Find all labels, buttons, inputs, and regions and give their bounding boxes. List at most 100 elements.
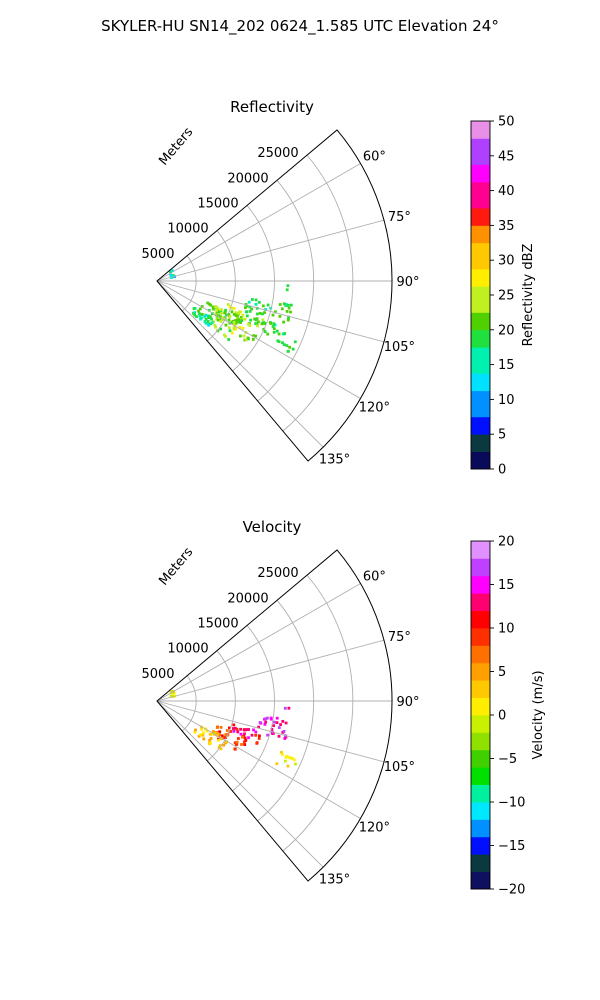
reflectivity-echo-cell: [237, 318, 241, 321]
velocity-echo-cell: [275, 762, 279, 766]
velocity-range-tick-label: 10000: [167, 642, 208, 657]
reflectivity-echo-cell: [200, 305, 204, 308]
reflectivity-echo-cell: [238, 326, 242, 329]
reflectivity-echo-cell: [197, 309, 200, 313]
velocity-echo-cell: [240, 743, 243, 746]
velocity-colorbar-segment: [471, 541, 490, 551]
reflectivity-echo-cell: [254, 334, 258, 338]
reflectivity-colorbar-segment: [471, 390, 490, 400]
reflectivity-colorbar-segment: [471, 321, 490, 331]
velocity-colorbar-tick-label: −10: [498, 796, 525, 811]
velocity-echo-cell: [205, 729, 209, 733]
reflectivity-echo-cell: [254, 303, 258, 306]
reflectivity-echo-cell: [206, 301, 210, 305]
reflectivity-echo-cell: [263, 330, 267, 333]
reflectivity-echo-cell: [242, 334, 246, 338]
velocity-colorbar-segment: [471, 802, 490, 812]
reflectivity-echo-cell: [202, 313, 206, 317]
velocity-range-tick-label: 25000: [257, 566, 298, 581]
velocity-echo-field: [169, 690, 297, 768]
reflectivity-echo-cell: [210, 317, 213, 321]
reflectivity-echo-cell: [287, 315, 290, 319]
velocity-echo-cell: [244, 739, 248, 742]
velocity-azimuth-tick-label: 105°: [384, 760, 415, 775]
velocity-echo-cell: [247, 728, 250, 731]
velocity-colorbar: −20 −15 −10 −5 0 5 10 15 20 Velocity (m/s): [470, 535, 546, 898]
velocity-colorbar-segment: [471, 819, 490, 829]
reflectivity-echo-cell: [224, 323, 228, 327]
figure-suptitle: SKYLER-HU SN14_202 0624_1.585 UTC Elevat…: [101, 17, 499, 36]
reflectivity-echo-cell: [234, 311, 238, 315]
reflectivity-echo-cell: [232, 313, 236, 316]
velocity-echo-cell: [219, 747, 223, 751]
reflectivity-echo-cell: [207, 308, 211, 312]
reflectivity-echo-cell: [245, 304, 249, 308]
reflectivity-echo-cell: [232, 326, 236, 330]
reflectivity-echo-cell: [234, 314, 238, 317]
reflectivity-echo-cell: [204, 317, 208, 321]
reflectivity-range-tick-label: 20000: [227, 171, 268, 186]
velocity-azimuth-line: [156, 583, 361, 702]
reflectivity-echo-cell: [243, 317, 247, 321]
velocity-colorbar-tick-label: −20: [498, 883, 525, 898]
reflectivity-echo-cell: [171, 269, 174, 273]
reflectivity-echo-cell: [289, 303, 293, 307]
reflectivity-colorbar-tick-label: 40: [498, 184, 515, 199]
reflectivity-echo-cell: [281, 332, 285, 336]
reflectivity-colorbar-segment: [471, 338, 490, 348]
velocity-colorbar-tick-label: 0: [498, 709, 506, 724]
reflectivity-polar-plot: 60° 75° 90° 105° 120° 135° 5000 10000 15000 20000…: [141, 125, 419, 468]
velocity-echo-cell: [264, 717, 268, 721]
velocity-echo-cell: [283, 706, 287, 710]
reflectivity-range-tick-label: 10000: [167, 222, 208, 237]
reflectivity-echo-cell: [249, 318, 252, 322]
velocity-azimuth-tick-label: 135°: [319, 873, 350, 888]
velocity-echo-cell: [280, 751, 283, 754]
reflectivity-colorbar-segment: [471, 442, 490, 452]
velocity-echo-cell: [285, 754, 289, 758]
velocity-echo-cell: [275, 721, 279, 724]
reflectivity-echo-cell: [291, 347, 295, 351]
reflectivity-echo-cell: [220, 312, 223, 315]
velocity-azimuth-tick-label: 120°: [359, 821, 390, 836]
reflectivity-echo-cell: [283, 332, 287, 335]
reflectivity-echo-cell: [211, 312, 214, 315]
reflectivity-echo-region: [285, 284, 290, 292]
reflectivity-echo-cell: [214, 325, 217, 329]
velocity-title: Velocity: [243, 518, 302, 536]
reflectivity-echo-cell: [248, 310, 252, 313]
reflectivity-echo-cell: [193, 313, 197, 317]
reflectivity-title: Reflectivity: [230, 98, 314, 116]
reflectivity-colorbar: 0 5 10 15 20 25 30 35 40 45 50 Reflectivity dBZ: [470, 115, 536, 478]
velocity-colorbar-tick-label: 15: [498, 578, 515, 593]
reflectivity-colorbar-segment: [471, 460, 490, 470]
velocity-echo-cell: [257, 737, 261, 740]
velocity-colorbar-segment: [471, 758, 490, 768]
reflectivity-colorbar-segment: [471, 416, 490, 426]
reflectivity-echo-cell: [263, 311, 266, 314]
reflectivity-echo-region: [276, 332, 297, 353]
reflectivity-echo-cell: [209, 322, 213, 326]
reflectivity-echo-cell: [206, 319, 210, 323]
reflectivity-echo-cell: [232, 307, 236, 310]
reflectivity-echo-cell: [198, 314, 202, 318]
velocity-colorbar-segment: [471, 706, 490, 716]
reflectivity-echo-region: [192, 307, 214, 327]
reflectivity-echo-cell: [286, 284, 290, 288]
reflectivity-azimuth-tick-label: 90°: [396, 275, 419, 290]
reflectivity-colorbar-segment: [471, 399, 490, 409]
reflectivity-colorbar-segment: [471, 181, 490, 191]
reflectivity-echo-cell: [285, 288, 289, 292]
velocity-colorbar-segment: [471, 671, 490, 681]
reflectivity-azimuth-tick-label: 135°: [319, 453, 350, 468]
reflectivity-echo-cell: [169, 273, 173, 277]
reflectivity-echo-cell: [255, 312, 259, 316]
reflectivity-echo-cell: [230, 310, 234, 314]
reflectivity-echo-cell: [208, 315, 212, 319]
velocity-echo-cell: [235, 727, 239, 731]
reflectivity-echo-cell: [257, 320, 260, 324]
velocity-echo-cell: [239, 732, 243, 736]
reflectivity-colorbar-tick-label: 10: [498, 393, 515, 408]
velocity-colorbar-segment: [471, 645, 490, 655]
velocity-azimuth-line: [156, 639, 385, 702]
